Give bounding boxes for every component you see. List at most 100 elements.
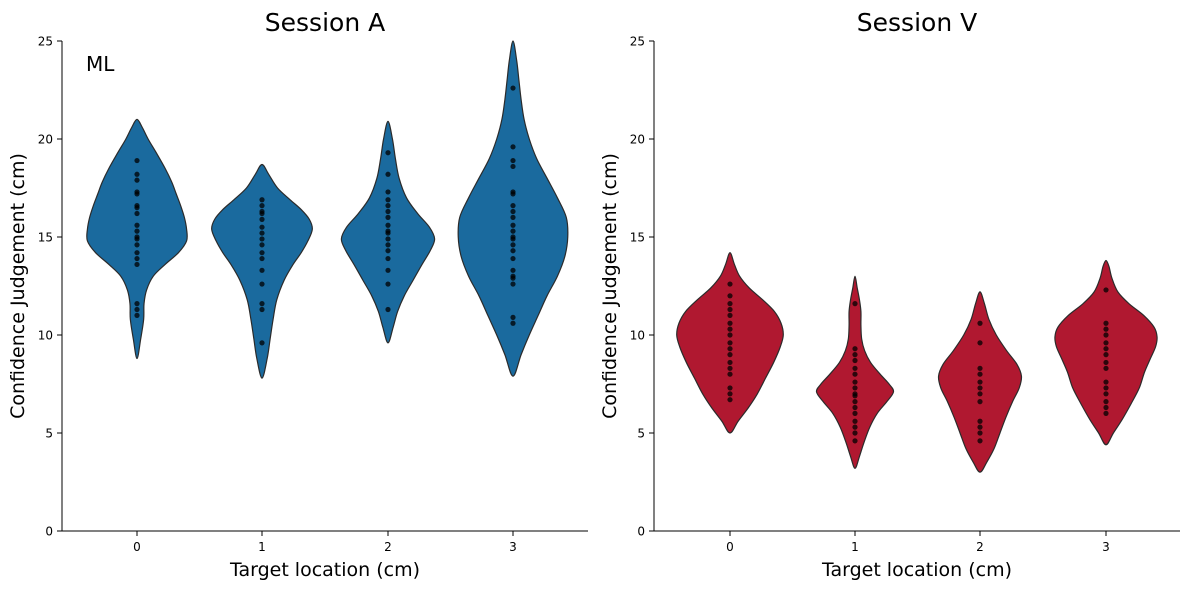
data-point xyxy=(727,346,733,352)
data-point xyxy=(1103,391,1109,397)
data-point xyxy=(134,189,140,195)
x-tick-label: 3 xyxy=(1102,540,1110,554)
x-tick-label: 0 xyxy=(133,540,141,554)
data-point xyxy=(134,177,140,183)
data-point xyxy=(134,203,140,209)
data-point xyxy=(385,281,391,287)
x-tick-label: 2 xyxy=(976,540,984,554)
data-point xyxy=(259,236,265,242)
data-point xyxy=(134,306,140,313)
x-tick-label: 1 xyxy=(258,540,266,554)
data-point xyxy=(977,399,983,405)
data-point xyxy=(852,385,858,391)
data-point xyxy=(134,210,140,217)
data-point xyxy=(510,273,516,279)
data-point xyxy=(1103,359,1109,366)
y-tick-label: 0 xyxy=(45,525,53,539)
data-point xyxy=(134,301,140,307)
data-point xyxy=(510,267,516,273)
data-point xyxy=(385,150,391,156)
y-tick-label: 25 xyxy=(38,35,53,49)
data-point xyxy=(1103,287,1109,293)
data-point xyxy=(510,144,516,150)
data-point xyxy=(385,203,391,209)
data-point xyxy=(977,379,983,385)
data-point xyxy=(134,250,140,256)
data-point xyxy=(727,281,733,287)
panel-annotation: ML xyxy=(86,52,115,76)
x-tick-label: 0 xyxy=(726,540,734,554)
data-point xyxy=(977,371,983,377)
chart-title: Session V xyxy=(857,8,977,37)
data-point xyxy=(385,306,391,313)
data-point xyxy=(727,391,733,397)
data-point xyxy=(1103,410,1109,416)
data-point xyxy=(385,242,391,248)
data-point xyxy=(510,222,516,228)
data-point xyxy=(977,438,983,444)
panel-0: 0 5 10 15 20 25 0 1 2 3 Session A Target location (… xyxy=(7,8,588,581)
data-point xyxy=(510,320,516,326)
data-point xyxy=(510,208,516,215)
data-point xyxy=(977,391,983,397)
y-tick-label: 15 xyxy=(630,231,645,245)
data-point xyxy=(977,340,983,346)
data-point xyxy=(1103,379,1109,385)
data-point xyxy=(259,208,265,215)
data-point xyxy=(134,255,140,262)
data-point xyxy=(259,197,265,203)
data-point xyxy=(727,359,733,366)
data-point xyxy=(134,242,140,248)
data-point xyxy=(259,216,265,222)
data-point xyxy=(852,346,858,352)
data-point xyxy=(134,234,140,240)
data-point xyxy=(510,214,516,220)
x-tick-label: 1 xyxy=(851,540,859,554)
data-point xyxy=(727,385,733,391)
data-point xyxy=(510,242,516,248)
data-point xyxy=(727,340,733,346)
data-point xyxy=(1103,332,1109,338)
data-point xyxy=(385,228,391,234)
data-point xyxy=(385,236,391,242)
data-point xyxy=(852,365,858,371)
data-point xyxy=(259,340,265,346)
data-point xyxy=(134,222,140,228)
data-point xyxy=(852,410,858,416)
data-point xyxy=(510,228,516,234)
x-axis-title: Target location (cm) xyxy=(229,559,420,581)
data-point xyxy=(1103,399,1109,405)
data-point xyxy=(1103,404,1109,411)
y-tick-label: 10 xyxy=(630,329,645,343)
data-point xyxy=(852,357,858,364)
data-point xyxy=(510,248,516,254)
data-point xyxy=(852,352,858,358)
data-point xyxy=(852,438,858,444)
y-axis-title: Confidence Judgement (cm) xyxy=(599,153,621,419)
data-point xyxy=(727,326,733,332)
y-tick-label: 0 xyxy=(637,525,645,539)
data-point xyxy=(259,203,265,209)
data-point xyxy=(259,301,265,307)
data-point xyxy=(134,228,140,234)
data-point xyxy=(727,371,733,377)
y-tick-label: 10 xyxy=(38,329,53,343)
data-point xyxy=(852,430,858,436)
data-point xyxy=(259,255,265,262)
data-point xyxy=(727,352,733,358)
data-point xyxy=(510,157,516,164)
violin-3 xyxy=(457,40,569,377)
chart-title: Session A xyxy=(265,8,385,37)
data-point xyxy=(510,203,516,209)
x-tick-label: 3 xyxy=(509,540,517,554)
data-point xyxy=(510,255,516,262)
data-point xyxy=(1103,326,1109,332)
data-point xyxy=(727,312,733,318)
y-tick-label: 25 xyxy=(630,35,645,49)
data-point xyxy=(727,301,733,307)
data-point xyxy=(134,261,140,268)
y-tick-label: 5 xyxy=(637,427,645,441)
data-point xyxy=(977,365,983,371)
data-point xyxy=(385,171,391,177)
